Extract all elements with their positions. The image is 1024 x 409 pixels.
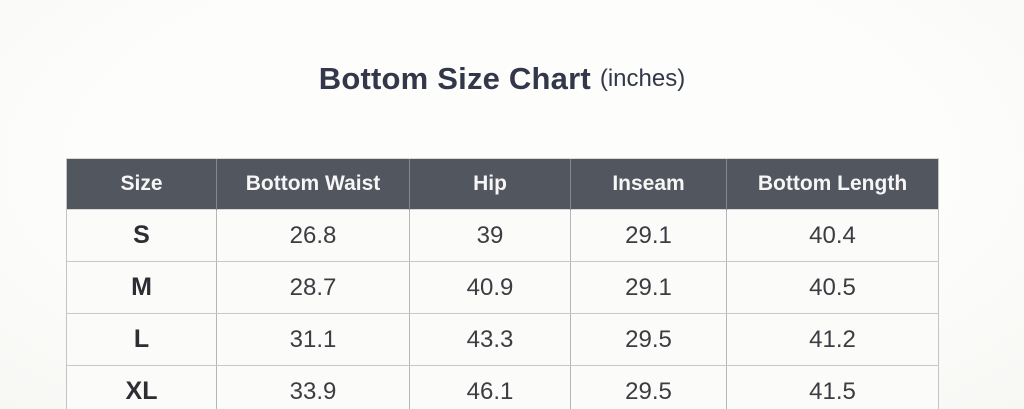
value-cell: 26.8 [216,209,410,262]
header-cell-bottom-length: Bottom Length [726,158,939,210]
value-cell: 29.5 [570,313,727,366]
size-chart-body: S 26.8 39 29.1 40.4 M 28.7 40.9 29.1 40.5 L 31.1 43.… [66,209,939,409]
size-cell: S [66,209,217,262]
value-cell: 46.1 [409,365,571,409]
header-cell-hip: Hip [409,158,571,210]
table-row: XL 33.9 46.1 29.5 41.5 [66,365,939,409]
size-chart-header-row: Size Bottom Waist Hip Inseam Bottom Length [66,158,939,210]
value-cell: 29.5 [570,365,727,409]
page-title: Bottom Size Chart (inches) [66,0,938,158]
page-title-main: Bottom Size Chart [318,61,591,96]
table-row: M 28.7 40.9 29.1 40.5 [66,261,939,314]
value-cell: 29.1 [570,261,727,314]
header-cell-bottom-waist: Bottom Waist [216,158,410,210]
size-cell: L [66,313,217,366]
value-cell: 41.5 [726,365,939,409]
size-cell: XL [66,365,217,409]
header-cell-inseam: Inseam [570,158,727,210]
value-cell: 40.5 [726,261,939,314]
size-chart-table: Size Bottom Waist Hip Inseam Bottom Length S… [66,158,939,409]
page-title-units: (inches) [599,65,686,92]
value-cell: 41.2 [726,313,939,366]
value-cell: 39 [409,209,571,262]
value-cell: 28.7 [216,261,410,314]
value-cell: 31.1 [216,313,410,366]
header-cell-size: Size [66,158,217,210]
table-row: L 31.1 43.3 29.5 41.2 [66,313,939,366]
value-cell: 43.3 [409,313,571,366]
value-cell: 40.4 [726,209,939,262]
value-cell: 40.9 [409,261,571,314]
value-cell: 29.1 [570,209,727,262]
value-cell: 33.9 [216,365,410,409]
table-row: S 26.8 39 29.1 40.4 [66,209,939,262]
size-cell: M [66,261,217,314]
